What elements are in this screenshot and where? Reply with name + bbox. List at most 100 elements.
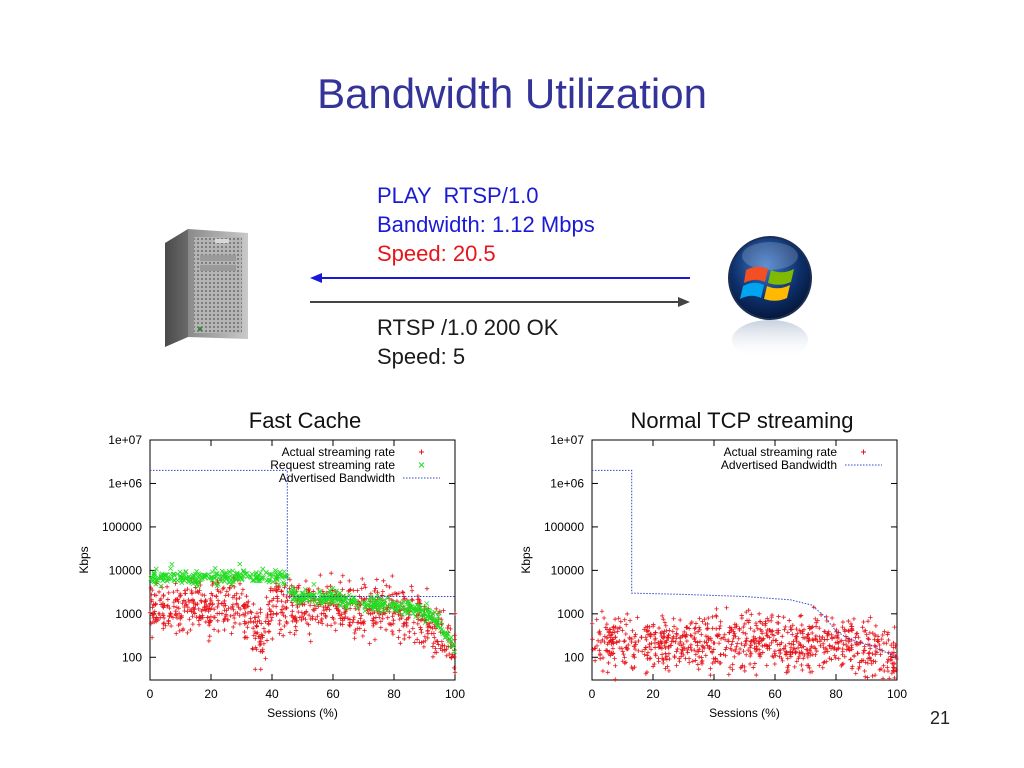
data-point [747,661,753,667]
data-point [622,655,627,660]
data-point [647,641,652,647]
data-point [234,591,239,596]
data-point [675,646,680,652]
y-tick-label: 1e+07 [550,433,584,447]
data-point [239,591,245,597]
data-point [277,572,283,578]
data-point [853,671,858,676]
legend-label: Request streaming rate [270,458,395,472]
data-point [434,618,440,624]
data-point [150,613,155,618]
data-point [688,642,694,648]
data-point [745,647,751,653]
data-point [432,650,438,655]
data-point [723,653,728,658]
data-point [152,572,157,578]
data-point [310,616,315,621]
data-point [319,594,325,600]
data-point [832,634,838,640]
data-point [248,619,254,624]
data-point [798,613,804,618]
data-point [259,621,264,626]
data-point [821,629,827,634]
data-point [643,625,649,630]
data-point [687,660,692,665]
data-point [370,606,376,612]
data-point [304,620,310,626]
data-point [749,612,754,617]
data-point [449,639,455,645]
data-point [636,638,641,644]
data-point [885,665,890,670]
data-point [705,643,710,648]
data-point [648,634,653,639]
data-point [730,639,735,644]
data-point [632,664,637,670]
data-point [193,589,199,595]
x-tick-label: 80 [387,687,401,701]
data-point [660,657,666,663]
data-point [718,619,723,624]
data-point [163,623,168,628]
data-point [769,640,774,646]
data-point [357,626,362,631]
data-point [422,619,428,625]
data-point [451,649,457,655]
data-point [345,616,351,621]
data-point [697,639,703,644]
data-point [613,635,618,640]
data-point [234,570,240,576]
data-point [187,617,192,622]
data-point [840,619,846,625]
data-point [668,643,674,648]
data-point [250,647,256,652]
data-point [724,645,729,650]
data-point [673,639,678,645]
data-point [214,594,219,599]
data-point [218,589,224,595]
data-point [623,660,629,665]
x-tick-label: 100 [445,687,465,701]
data-point [795,645,801,651]
data-point [664,628,669,634]
data-point [801,644,806,649]
data-point [257,639,262,645]
data-point [254,578,260,584]
data-point [797,613,803,619]
data-point [808,645,814,651]
data-point [386,593,392,598]
data-point [753,637,759,643]
data-point [224,608,229,613]
data-point [889,642,894,648]
data-point [357,611,362,616]
data-point [197,613,202,619]
chart-normal-tcp: 100 1000 10000 100000 1e+06 1e+07 0 20 40 60 80 100… [519,433,907,720]
data-point [281,569,287,575]
data-point [865,618,871,624]
data-point [168,610,173,616]
data-point [355,588,360,593]
data-point [191,605,196,610]
data-point [274,594,280,599]
data-point [176,611,182,616]
data-point [714,626,719,632]
data-point [182,608,187,614]
data-point [196,572,202,578]
data-point [223,613,229,619]
data-point [396,612,401,617]
response-message: RTSP /1.0 200 OK Speed: 5 [377,313,558,371]
data-point [265,602,271,607]
data-point [410,597,415,603]
data-point [748,626,753,631]
data-point [824,647,829,652]
x-tick-label: 100 [887,687,907,701]
data-point [186,576,192,582]
data-point [776,630,781,636]
data-point [149,599,154,604]
data-point [700,619,705,624]
data-point [764,663,769,668]
data-point [688,645,693,650]
data-point [695,662,701,667]
x-tick-label: 60 [326,687,340,701]
data-point [209,569,215,575]
